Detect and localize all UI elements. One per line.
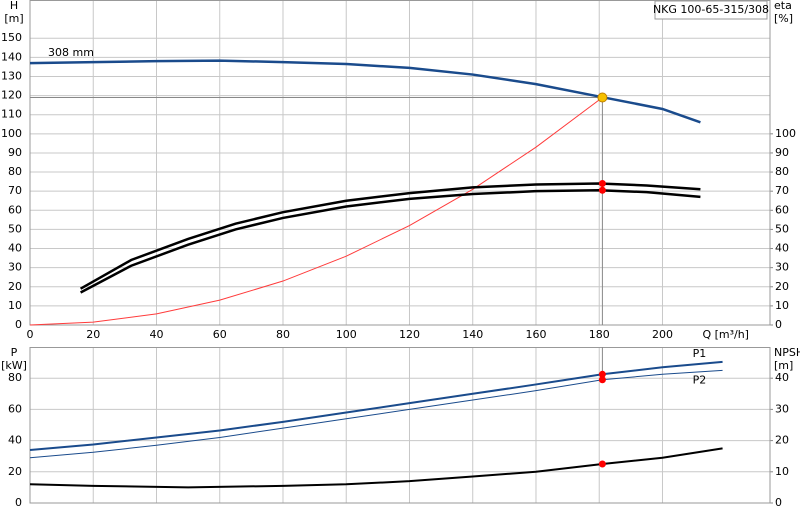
y-axis-label: P [11,346,18,359]
y-tick-label: 80 [8,165,22,178]
y2-tick-label: 80 [775,165,789,178]
y2-tick-label: 70 [775,184,789,197]
y2-tick-label: 10 [775,465,789,478]
series-line [79,182,701,290]
title-box [654,0,768,20]
y2-tick-label: 0 [775,318,782,331]
y2-tick-label: 20 [775,434,789,447]
series-line [29,59,701,124]
y-tick-label: 90 [8,146,22,159]
y-tick-label: 10 [8,299,22,312]
y-tick-label: 0 [15,318,22,331]
y-tick-label: 50 [8,222,22,235]
y-axis-unit: [m] [4,12,23,25]
y2-tick-label: 30 [775,402,789,415]
y2-tick-label: 40 [775,371,789,384]
y-axis-label: H [10,0,18,12]
y2-tick-label: 100 [775,127,796,140]
series-line [29,447,723,489]
duty-point [598,460,606,468]
x-tick-label: 60 [213,328,227,341]
x-tick-label: 40 [149,328,163,341]
y2-tick-label: 10 [775,299,789,312]
x-tick-label: 140 [462,328,483,341]
y-tick-label: 0 [15,496,22,509]
series-label: 308 mm [48,46,94,59]
duty-point [598,186,606,194]
y2-axis-label: eta [774,0,792,12]
y-tick-label: 110 [1,108,22,121]
duty-point [597,92,608,103]
y2-axis-unit: [%] [774,12,793,25]
y2-tick-label: 20 [775,280,789,293]
y-tick-label: 40 [8,434,22,447]
series-label: P2 [693,373,707,386]
plot-frame [29,0,771,326]
y2-tick-label: 90 [775,146,789,159]
y2-axis-label: NPSH [774,346,800,359]
y-tick-label: 100 [1,127,22,140]
x-tick-label: 200 [652,328,673,341]
x-axis-label: Q [m³/h] [702,328,749,341]
y-tick-label: 40 [8,242,22,255]
x-tick-label: 180 [589,328,610,341]
y-tick-label: 120 [1,89,22,102]
y-tick-label: 150 [1,31,22,44]
y-tick-label: 140 [1,50,22,63]
y2-tick-label: 60 [775,203,789,216]
x-tick-label: 80 [276,328,290,341]
x-tick-label: 160 [525,328,546,341]
x-tick-label: 100 [336,328,357,341]
series-line [80,188,701,294]
y-tick-label: 80 [8,371,22,384]
series-line [29,369,723,459]
duty-point [598,376,606,384]
y2-tick-label: 0 [775,496,782,509]
y-axis-unit: [kW] [1,359,27,372]
plot-frame [29,347,771,504]
x-tick-label: 0 [27,328,34,341]
x-tick-label: 20 [86,328,100,341]
series-line [29,360,723,451]
y-tick-label: 60 [8,203,22,216]
chart-title: NKG 100-65-315/308 [653,3,769,16]
y-tick-label: 60 [8,402,22,415]
y-tick-label: 70 [8,184,22,197]
y-tick-label: 20 [8,280,22,293]
series-line [29,97,603,326]
duty-point [598,370,606,378]
y-tick-label: 130 [1,69,22,82]
y-tick-label: 30 [8,261,22,274]
duty-point [598,180,606,188]
y2-tick-label: 50 [775,222,789,235]
y2-axis-unit: [m] [774,359,793,372]
y2-tick-label: 40 [775,242,789,255]
x-tick-label: 120 [399,328,420,341]
y-tick-label: 20 [8,465,22,478]
y2-tick-label: 30 [775,261,789,274]
series-label: P1 [693,347,707,360]
